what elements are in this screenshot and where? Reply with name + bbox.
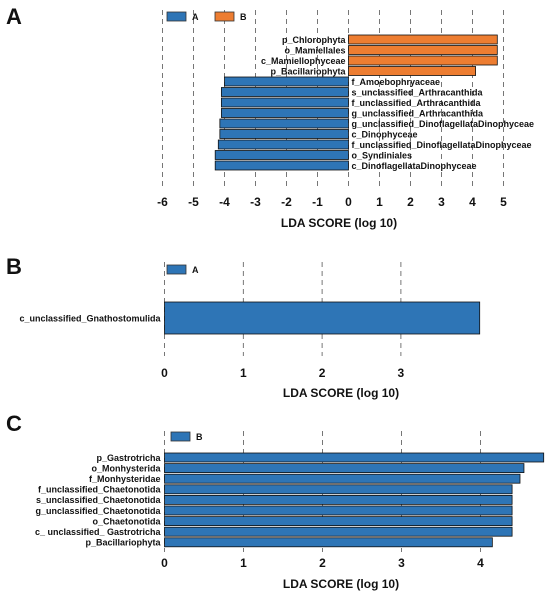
tick-label: -5 [188,195,199,209]
tick-label: -4 [219,195,230,209]
tick-label: 0 [161,556,168,570]
bar-label: f_Amoebophryaceae [352,77,441,87]
bar [164,463,525,474]
bar-label: c_Mamiellophyceae [261,56,346,66]
bar [219,118,349,129]
bar [348,45,498,55]
bar-label: g_unclassified_Chaetonotida [35,506,161,516]
bar-label: o_Mamiellales [284,45,345,55]
panel-a-chart: p_Chlorophytao_Mamiellalesc_Mamiellophyc… [157,10,534,230]
axis-title: LDA SCORE (log 10) [281,216,397,230]
legend-label: A [192,265,199,275]
bar-label: c_ unclassified_ Gastrotricha [35,527,162,537]
bar-label: c_unclassified_Gnathostomulida [19,313,161,323]
tick-label: 5 [500,195,507,209]
bar-label: f_unclassified_Arthracanthida [352,98,482,108]
bar [219,129,349,139]
legend-label: B [196,432,203,442]
bar [220,108,349,118]
panel-c-chart: p_Gastrotrichao_Monhysteridaf_Monhysteri… [35,431,545,591]
legend-swatch [166,264,187,275]
bar [164,452,545,463]
bar-label: o_Chaetonotida [92,516,161,526]
bar-label: f_Monhysteridae [89,474,161,484]
bar [220,97,349,108]
bar-label: p_Bacillariophyta [85,538,161,548]
bar [348,34,498,45]
bar-label: c_Dinophyceae [352,129,418,139]
bar [348,66,476,76]
bar-label: g_unclassified_DinoflagellataDinophyceae [352,119,535,129]
tick-label: 0 [161,366,168,380]
bar [220,87,349,97]
panel-b-chart: c_unclassified_Gnathostomulida 0 1 2 3 LDA SC… [19,262,481,400]
bar [164,526,513,537]
bar-label: f_unclassified_Chaetonotida [38,485,162,495]
panel-letter-b: B [6,254,22,279]
tick-label: 4 [469,195,476,209]
panel-letter-c: C [6,411,22,436]
bar-label: s_unclassified_Chaetonotida [36,495,162,505]
bar-label: p_Chlorophyta [282,35,346,45]
bar [164,473,521,484]
bar-label: p_Gastrotricha [96,453,161,463]
bar [348,55,498,66]
bar-label: c_DinoflagellataDinophyceae [352,161,477,171]
tick-label: 3 [438,195,445,209]
bar [164,537,493,548]
tick-label: -3 [250,195,261,209]
tick-label: 1 [376,195,383,209]
tick-label: 3 [398,366,405,380]
legend-swatch [170,431,191,442]
tick-label: -1 [312,195,323,209]
bar [164,505,513,516]
axis-title: LDA SCORE (log 10) [283,577,399,591]
tick-label: 2 [407,195,414,209]
bar [164,484,513,495]
tick-label: 2 [319,366,326,380]
panel-letter-a: A [6,4,22,29]
tick-label: 3 [398,556,405,570]
tick-label: 1 [240,366,247,380]
tick-label: 0 [345,195,352,209]
tick-label: -2 [281,195,292,209]
bar-label: p_Bacillariophyta [270,66,346,76]
bar [217,139,349,150]
bar [164,494,513,505]
bar-label: f_unclassified_DinoflagellataDinophyceae [352,140,532,150]
tick-label: 2 [319,556,326,570]
bar [214,160,349,171]
axis-title: LDA SCORE (log 10) [283,386,399,400]
legend-swatch [166,11,187,22]
legend-swatch [214,11,235,22]
bar [164,516,513,526]
bar-label: g_unclassified_Arthracanthida [352,108,485,118]
bar-label: o_Syndiniales [352,150,413,160]
bar-label: s_unclassified_Arthracanthida [352,87,484,97]
tick-label: 1 [240,556,247,570]
legend-label: B [240,12,247,22]
bar [214,150,349,160]
tick-label: -6 [157,195,168,209]
bar [164,301,481,335]
legend-label: A [192,12,199,22]
bar-label: o_Monhysterida [91,463,161,473]
bar [224,76,349,87]
tick-label: 4 [477,556,484,570]
